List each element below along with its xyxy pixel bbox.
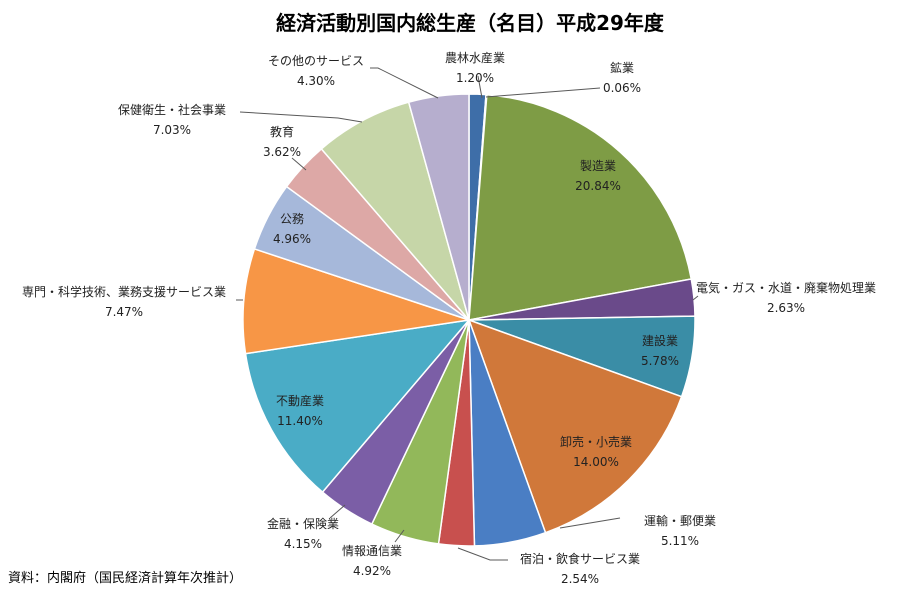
slice-label-name: 鉱業 [610,60,634,75]
slice-label-value: 1.20% [456,71,494,85]
slice-label-value: 5.11% [661,534,699,548]
leader-line-2 [485,87,601,98]
slice-label-name: 保健衛生・社会事業 [118,102,226,117]
pie-slice-11 [244,318,471,494]
slice-label-value: 2.63% [767,301,805,315]
slice-label-name: 専門・科学技術、業務支援サービス業 [22,284,226,299]
slice-label-name: 運輸・郵便業 [644,513,716,528]
slice-label-value: 2.54% [561,572,599,586]
slice-label-value: 4.30% [297,74,335,88]
leader-line-16 [370,67,439,99]
slice-label-name: 農林水産業 [445,50,505,65]
slice-label-value: 11.40% [277,414,323,428]
slice-label-name: 建設業 [642,333,678,348]
leader-line-4 [692,295,699,301]
slice-label-value: 4.96% [273,232,311,246]
slice-label-value: 0.06% [603,81,641,95]
leader-lines [236,67,699,561]
leader-line-10 [329,504,346,519]
slice-label-value: 20.84% [575,179,621,193]
chart-title: 経済活動別国内総生産（名目）平成29年度 [276,11,665,35]
pie-slice-3 [468,93,693,321]
leader-line-15 [239,111,363,123]
slice-labels: 農林水産業 1.20% 鉱業 0.06% 製造業 20.84% 電気・ガス・水道・廃棄物処理… [22,50,876,586]
slice-label-name: 卸売・小売業 [560,434,632,449]
pie-slice-16 [407,93,470,321]
slice-label-name: その他のサービス [268,54,364,68]
slice-label-name: 電気・ガス・水道・廃棄物処理業 [696,280,876,295]
slice-label-name: 教育 [270,124,294,139]
slice-label-name: 金融・保険業 [267,516,339,531]
slice-label-name: 宿泊・飲食サービス業 [520,551,640,566]
pie-slice-6 [467,318,683,534]
slice-label-value: 14.00% [573,455,619,469]
slice-label-name: 製造業 [580,159,616,173]
leader-line-8 [457,547,508,561]
pie-slice-12 [242,247,470,355]
chart-source: 資料：内閣府（国民経済計算年次推計） [8,570,242,586]
pie-slices [242,93,696,547]
slice-label-value: 7.03% [153,123,191,137]
leader-line-7 [559,517,621,529]
slice-label-name: 公務 [280,212,304,226]
leader-line-1 [477,75,483,99]
leader-line-14 [291,157,307,171]
slice-label-name: 不動産業 [276,393,324,408]
slice-label-value: 3.62% [263,145,301,159]
slice-label-value: 4.92% [353,564,391,578]
slice-label-value: 4.15% [284,537,322,551]
leader-line-9 [394,529,405,543]
slice-label-name: 情報通信業 [342,544,402,558]
slice-label-value: 7.47% [105,305,143,319]
slice-label-value: 5.78% [641,354,679,368]
